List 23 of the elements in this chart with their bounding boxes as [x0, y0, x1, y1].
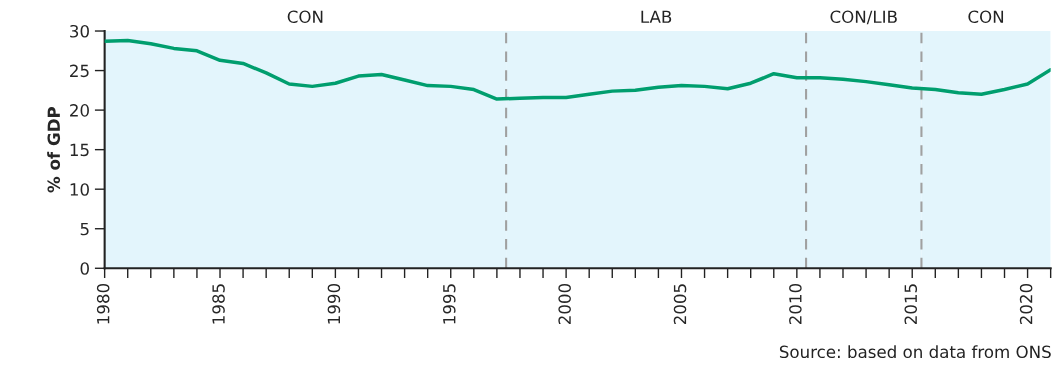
x-tick-label: 2010 [789, 283, 802, 325]
x-tick-label: 2000 [558, 283, 571, 325]
x-tick-label: 2020 [1019, 283, 1033, 325]
y-axis-title: % of GDP [47, 106, 61, 193]
x-tick-label: 1995 [442, 284, 456, 324]
x-tick-label: 1990 [327, 283, 341, 324]
source-note: Source: based on data from ONS [779, 345, 1051, 359]
band-label: CON [287, 10, 323, 24]
x-tick-label: 2015 [904, 284, 918, 325]
y-tick-label: 5 [80, 222, 89, 236]
y-tick-label: 25 [70, 64, 89, 78]
line-series [104, 38, 1051, 101]
y-tick-label: 20 [70, 104, 89, 117]
x-tick-label: 1985 [212, 284, 225, 324]
band-label: CON/LIB [830, 10, 897, 25]
band-label: LAB [641, 10, 672, 23]
x-tick-label: 1980 [96, 283, 110, 324]
y-tick-label: 30 [70, 24, 89, 38]
y-tick-label: 10 [70, 183, 89, 196]
x-tick-label: 2005 [673, 284, 687, 325]
y-tick-label: 15 [70, 143, 89, 157]
band-label: CON [968, 10, 1004, 24]
y-tick-label: 0 [80, 262, 89, 275]
